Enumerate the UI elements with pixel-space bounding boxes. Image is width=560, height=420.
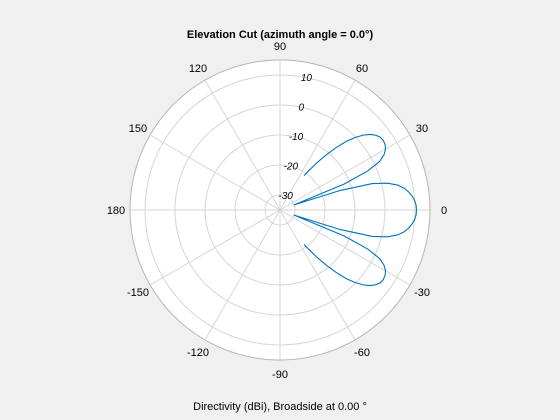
radial-tick-label: -20 [284, 162, 299, 173]
radial-tick-label: 0 [298, 103, 304, 114]
angle-grid-spoke-11 [279, 209, 411, 286]
directivity-series-line-1 [293, 209, 418, 287]
angle-grid-spoke-2 [279, 79, 356, 211]
radial-tick-label: -30 [278, 191, 293, 202]
angle-tick-label: 120 [189, 63, 207, 75]
angle-tick-label: -150 [127, 287, 149, 299]
angle-grid-spoke-10 [279, 209, 356, 341]
angle-tick-labels: 0 30 60 90 120 150 180 -150 -120 -90 -60 -30 [107, 41, 447, 381]
radial-tick-labels: -30 -20 -10 0 10 [278, 73, 312, 202]
angle-tick-label: 90 [274, 41, 286, 53]
directivity-series-line-0 [293, 133, 418, 211]
data-series-group [293, 133, 418, 287]
angle-grid-spoke-4 [204, 79, 281, 211]
angle-tick-label: 150 [129, 123, 147, 135]
angle-tick-label: 30 [416, 123, 428, 135]
angle-tick-label: 180 [107, 205, 125, 217]
angle-tick-label: -90 [272, 369, 288, 381]
polar-grid [130, 60, 430, 360]
radial-tick-label: -10 [289, 132, 304, 143]
angle-grid-spoke-7 [149, 209, 281, 286]
x-axis-label: Directivity (dBi), Broadside at 0.00 ° [193, 401, 367, 413]
radial-tick-label: 10 [301, 73, 313, 84]
angle-tick-label: -30 [414, 287, 430, 299]
chart-title: Elevation Cut (azimuth angle = 0.0°) [187, 29, 374, 41]
angle-tick-label: -60 [354, 347, 370, 359]
angle-grid-spoke-1 [279, 134, 411, 211]
angle-grid-spoke-8 [204, 209, 281, 341]
angle-tick-label: 0 [441, 205, 447, 217]
angle-grid-spoke-5 [149, 134, 281, 211]
angle-tick-label: -120 [187, 347, 209, 359]
angle-tick-label: 60 [356, 63, 368, 75]
